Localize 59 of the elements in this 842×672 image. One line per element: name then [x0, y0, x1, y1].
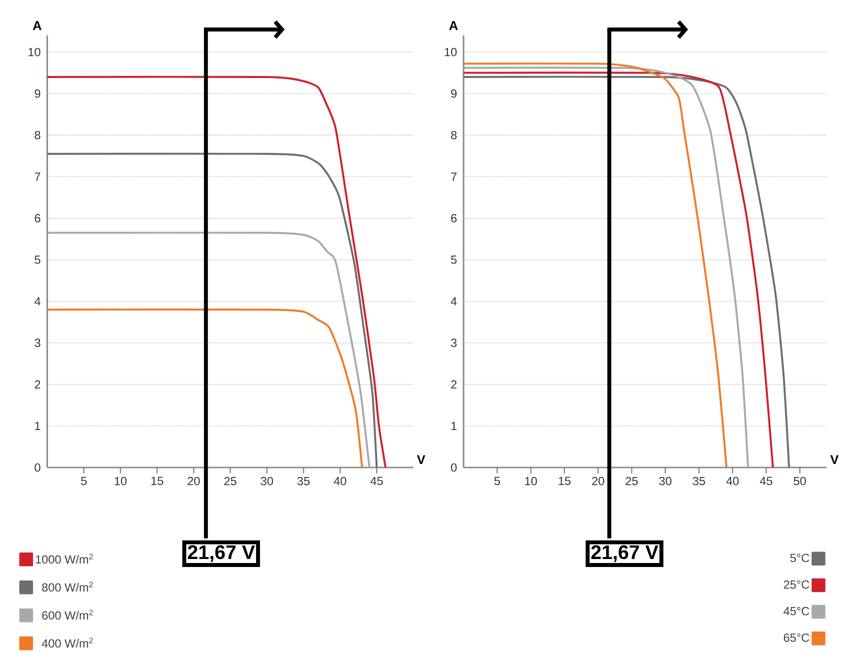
- x-tick-label: 20: [592, 476, 604, 486]
- line-series: [46, 232, 370, 468]
- x-tick-label: 10: [114, 476, 127, 486]
- legend-label: 65°C: [784, 633, 810, 642]
- x-tick-label: 25: [224, 476, 236, 486]
- x-tick-label: 45: [370, 476, 383, 486]
- legend-label: 600 W/m$^{2}$: [42, 610, 93, 620]
- y-tick-label: 4: [450, 297, 457, 306]
- x-tick-label: 25: [626, 476, 638, 486]
- y-tick-label: 9: [451, 89, 457, 98]
- ref-line-label: 21,67 V: [188, 545, 255, 562]
- y-tick-label: 7: [451, 172, 457, 181]
- y-tick-label: 5: [451, 256, 457, 264]
- y-tick-label: 4: [34, 297, 40, 306]
- x-tick-label: 40: [334, 476, 346, 486]
- y-tick-label: 1: [451, 422, 457, 430]
- x-tick-label: 10: [525, 476, 537, 486]
- x-tick-label: 5: [81, 476, 87, 486]
- y-tick-label: 2: [451, 380, 457, 388]
- y-axis-title: A: [32, 21, 42, 30]
- legend-label: 45°C: [784, 606, 810, 616]
- y-tick-label: 1: [35, 422, 40, 430]
- y-tick-label: 0: [451, 463, 457, 472]
- x-tick-label: 20: [188, 476, 200, 486]
- line-series: [46, 152, 378, 468]
- x-tick-label: 30: [260, 476, 274, 486]
- legend-label: 25°C: [784, 580, 810, 589]
- x-tick-label: 30: [659, 476, 672, 486]
- x-axis-title: V: [416, 455, 426, 464]
- ref-line-label: 21,67 V: [591, 545, 658, 562]
- y-tick-label: 2: [34, 380, 40, 388]
- y-tick-label: 10: [444, 48, 457, 56]
- x-tick-label: 15: [558, 476, 570, 486]
- y-tick-label: 9: [34, 89, 40, 98]
- legend-label: 5°C: [790, 554, 810, 562]
- x-tick-label: 35: [297, 476, 310, 486]
- x-axis-title: V: [830, 455, 839, 464]
- y-tick-label: 6: [451, 214, 457, 222]
- y-tick-label: 3: [451, 338, 457, 347]
- line-series: [46, 76, 387, 468]
- y-tick-label: 7: [34, 172, 40, 181]
- x-tick-label: 35: [692, 476, 706, 486]
- line-series: [46, 308, 364, 468]
- legend-label: 1000 W/m$^{2}$: [36, 554, 93, 564]
- y-tick-label: 3: [34, 338, 40, 347]
- legend-label: 400 W/m$^{2}$: [42, 638, 93, 648]
- x-tick-label: 5: [494, 476, 500, 486]
- x-tick-label: 15: [151, 476, 164, 486]
- x-tick-label: 50: [794, 476, 806, 486]
- y-tick-label: 5: [34, 256, 40, 264]
- y-tick-label: 6: [34, 214, 40, 222]
- x-tick-label: 40: [726, 476, 739, 486]
- y-tick-label: 8: [34, 130, 40, 140]
- y-tick-label: 8: [451, 130, 457, 140]
- y-axis-title: A: [449, 21, 458, 30]
- y-tick-label: 0: [34, 463, 40, 472]
- x-tick-label: 45: [760, 476, 772, 486]
- legend-label: 800 W/m$^{2}$: [42, 582, 93, 592]
- y-tick-label: 10: [28, 48, 40, 56]
